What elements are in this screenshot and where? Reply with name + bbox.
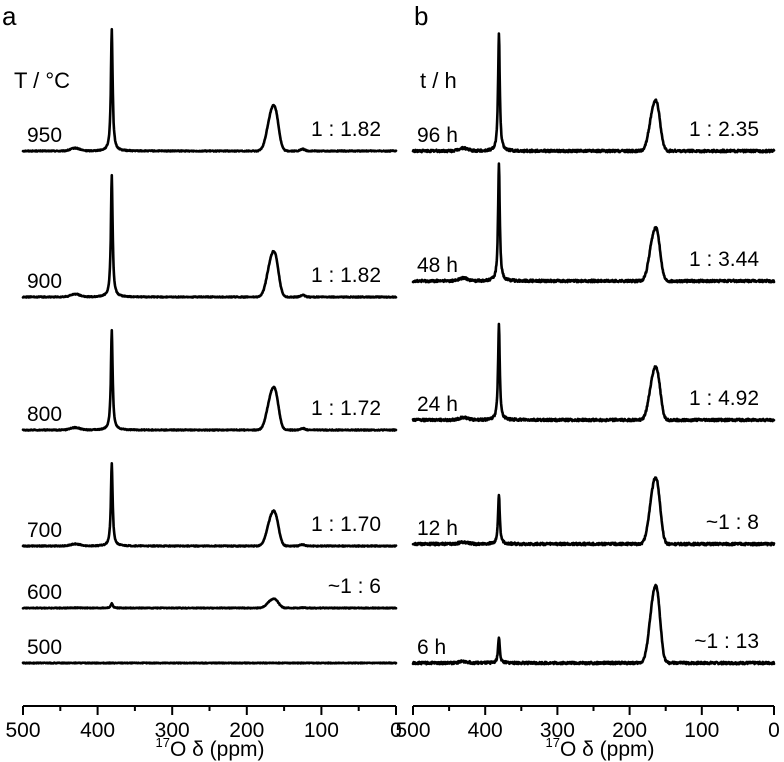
spectrum-trace-a-1	[21, 173, 398, 299]
trace-label-a-1: 900	[27, 270, 62, 293]
x-tick-label-b-0: 500	[395, 719, 430, 742]
panel-a-letter: a	[2, 1, 17, 31]
ratio-label-b-4: ~1 : 13	[694, 630, 759, 653]
panel-a-variable-label: T / °C	[14, 68, 70, 93]
panel-a-traces: 950 1 : 1.82 900 1 : 1.82 800 1 : 1.72 700 1 : …	[21, 27, 398, 665]
x-tick-label-b-4: 100	[684, 719, 719, 742]
ratio-label-a-0: 1 : 1.82	[311, 118, 381, 141]
ratio-label-b-2: 1 : 4.92	[689, 387, 759, 410]
x-tick-label-b-1: 400	[468, 719, 503, 742]
ratio-label-a-1: 1 : 1.82	[311, 264, 381, 287]
ratio-label-b-3: ~1 : 8	[706, 511, 759, 534]
x-tick-label-b-3: 200	[612, 719, 647, 742]
spectrum-trace-b-3	[411, 476, 776, 547]
x-tick-label-a-5: 0	[390, 719, 402, 742]
spectrum-trace-a-2	[21, 328, 398, 432]
ratio-label-b-1: 1 : 3.44	[689, 248, 759, 271]
panel-b-x-axis-title: 17O δ (ppm)	[546, 735, 655, 761]
trace-label-a-5: 500	[27, 636, 62, 659]
panel-b-x-axis-title-main: O δ (ppm)	[560, 738, 655, 761]
ratio-label-a-2: 1 : 1.72	[311, 397, 381, 420]
panel-a-x-axis-title-superscript: 17	[156, 735, 170, 750]
panel-b-letter: b	[414, 1, 428, 31]
trace-label-b-3: 12 h	[417, 517, 458, 540]
trace-label-b-0: 96 h	[417, 124, 458, 147]
panel-b-variable-label: t / h	[420, 68, 457, 93]
panel-b-x-axis-title-superscript: 17	[546, 735, 560, 750]
x-tick-label-a-0: 500	[5, 719, 40, 742]
spectrum-trace-a-4	[21, 597, 398, 610]
trace-label-b-2: 24 h	[417, 393, 458, 416]
x-tick-label-a-3: 200	[229, 719, 264, 742]
spectrum-trace-b-2	[411, 322, 776, 423]
ratio-label-a-3: 1 : 1.70	[311, 513, 381, 536]
panel-b: b t / h 96 h 1 : 2.35 48 h 1 : 3.44 24 h 1 : …	[395, 1, 779, 761]
panel-a-x-axis-title-main: O δ (ppm)	[170, 738, 265, 761]
panel-b-traces: 96 h 1 : 2.35 48 h 1 : 3.44 24 h 1 : 4.92 12 h…	[411, 32, 776, 666]
x-tick-label-a-2: 300	[155, 719, 190, 742]
x-tick-label-b-5: 0	[768, 719, 780, 742]
spectrum-trace-b-4	[411, 583, 776, 666]
trace-label-b-1: 48 h	[417, 254, 458, 277]
panel-a: a T / °C 950 1 : 1.82 900 1 : 1.82 800 1 : 1.…	[2, 1, 402, 761]
x-tick-label-b-2: 300	[540, 719, 575, 742]
spectrum-trace-a-3	[21, 462, 398, 548]
spectrum-trace-b-0	[411, 32, 776, 154]
ratio-label-a-4: ~1 : 6	[328, 575, 381, 598]
x-tick-label-a-1: 400	[80, 719, 115, 742]
spectrum-trace-a-5	[21, 661, 398, 665]
trace-label-a-0: 950	[27, 124, 62, 147]
x-tick-label-a-4: 100	[304, 719, 339, 742]
panel-a-x-axis: 500 400 300 200 100 0	[5, 705, 402, 742]
spectrum-trace-a-0	[21, 27, 398, 153]
trace-label-a-4: 600	[27, 581, 62, 604]
spectrum-trace-b-1	[411, 162, 776, 284]
panel-a-x-axis-title: 17O δ (ppm)	[156, 735, 265, 761]
ratio-label-b-0: 1 : 2.35	[689, 118, 759, 141]
trace-label-a-3: 700	[27, 519, 62, 542]
trace-label-a-2: 800	[27, 403, 62, 426]
panel-b-x-axis: 500 400 300 200 100 0	[395, 705, 780, 742]
trace-label-b-4: 6 h	[417, 636, 446, 659]
